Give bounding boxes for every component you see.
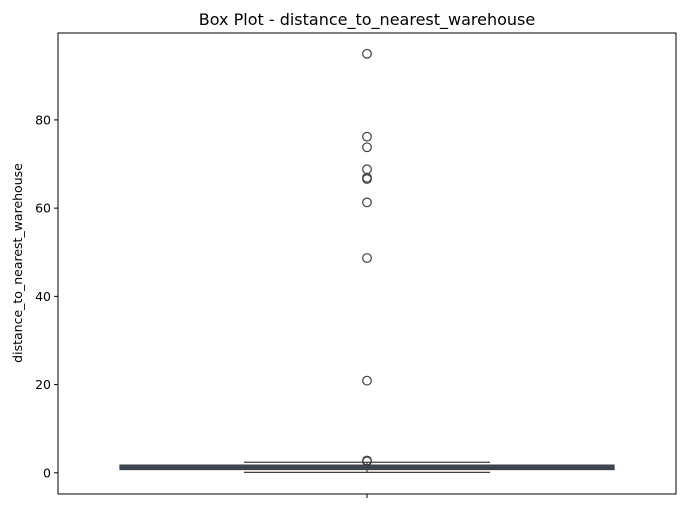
y-tick-label: 80 bbox=[35, 112, 51, 127]
outlier-point bbox=[362, 456, 372, 467]
y-axis-ticks: 0 20 40 60 80 bbox=[35, 112, 58, 480]
outlier-point bbox=[362, 174, 372, 184]
outlier-point bbox=[362, 375, 372, 386]
outliers bbox=[362, 48, 372, 467]
y-tick-label: 40 bbox=[35, 289, 51, 304]
outlier-point bbox=[362, 142, 372, 153]
outlier-point bbox=[362, 253, 372, 263]
plot-frame bbox=[57, 32, 677, 495]
y-tick-label: 60 bbox=[35, 201, 51, 216]
y-axis-label: distance_to_nearest_warehouse bbox=[10, 163, 25, 363]
box bbox=[119, 461, 615, 473]
outlier-point bbox=[362, 197, 372, 208]
y-tick-label: 20 bbox=[35, 377, 51, 392]
outlier-point bbox=[362, 164, 372, 175]
outlier-point bbox=[362, 131, 372, 142]
y-tick-label: 0 bbox=[43, 465, 51, 480]
outlier-point bbox=[362, 48, 372, 59]
chart-title: Box Plot - distance_to_nearest_warehouse bbox=[199, 10, 535, 30]
